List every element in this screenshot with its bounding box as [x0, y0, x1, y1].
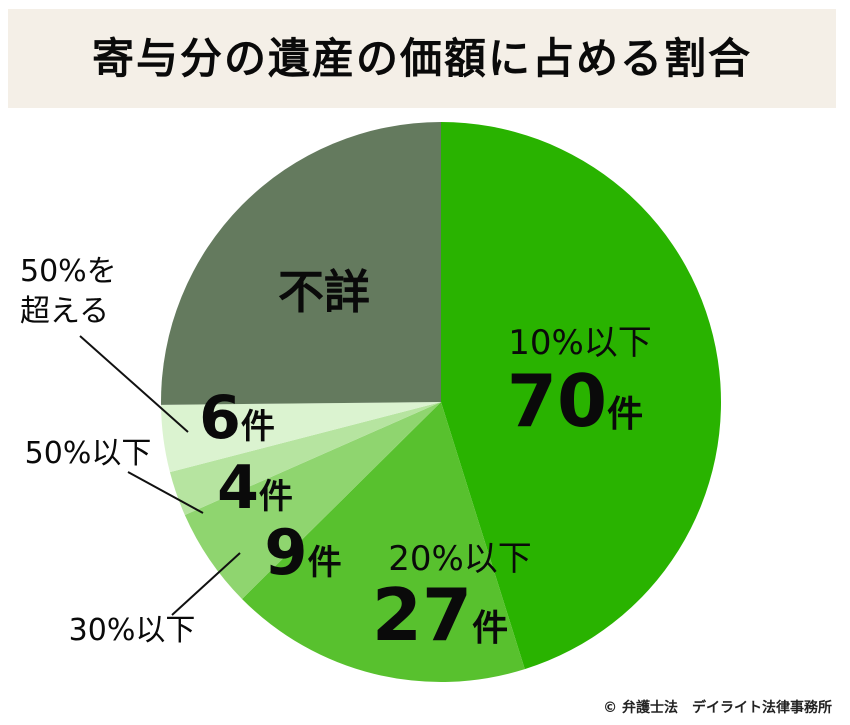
slice-category-label-4: 50%以下: [25, 436, 152, 471]
slice-value-label-4: 4件: [217, 453, 293, 523]
credit-text: © 弁護士法 デイライト法律事務所: [603, 700, 832, 716]
slice-category-label-2: 20%以下: [388, 539, 532, 579]
pie-slice-5: [161, 402, 441, 473]
slice-category-label-5: 50%を: [20, 254, 117, 289]
slice-category-label-5b: 超える: [20, 294, 109, 329]
slice-value-label-6: 不詳: [278, 265, 370, 319]
leader-line-5: [79, 335, 189, 433]
leader-line-4: [127, 471, 204, 514]
slice-value-label-1: 70件: [507, 359, 643, 443]
slice-category-label-3: 30%以下: [69, 613, 196, 648]
leader-line-3: [171, 552, 241, 616]
title-bar: 寄与分の遺産の価額に占める割合: [8, 9, 836, 108]
pie-slice-2: [242, 402, 525, 682]
pie-slice-3: [184, 402, 441, 599]
pie-slice-4: [169, 402, 441, 516]
pie-slice-6: [160, 122, 441, 405]
slice-value-label-2: 27件: [372, 573, 508, 657]
pie-slice-1: [441, 122, 722, 670]
chart-title: 寄与分の遺産の価額に占める割合: [91, 34, 752, 83]
slice-value-label-5: 6件: [199, 383, 275, 453]
slice-category-label-1: 10%以下: [508, 323, 652, 363]
slice-value-label-3: 9件: [264, 516, 341, 589]
